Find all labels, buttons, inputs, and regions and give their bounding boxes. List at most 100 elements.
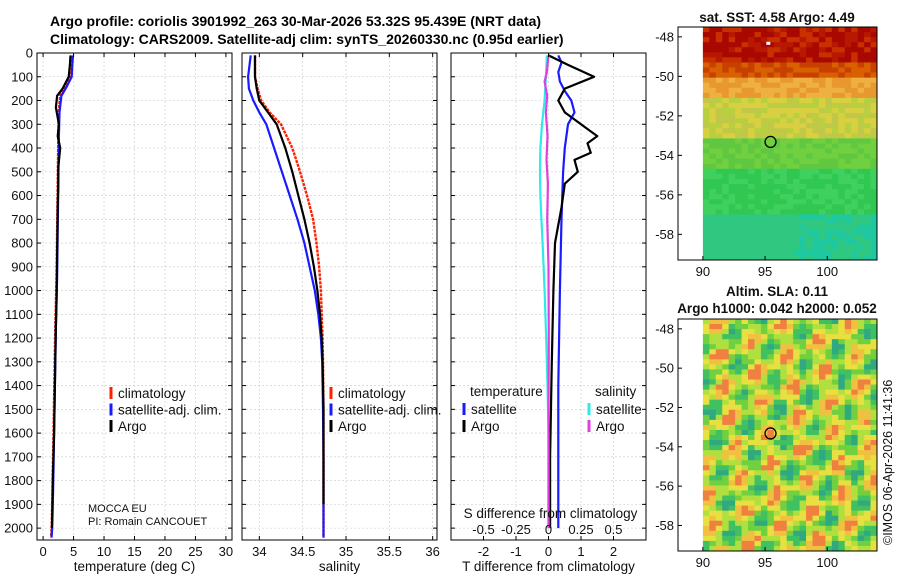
sla-cell [715, 339, 723, 345]
sst-cell [857, 158, 865, 165]
sla-cell [838, 389, 846, 396]
sst-cell [864, 97, 871, 104]
sla-cell [818, 485, 826, 491]
sst-cell [799, 92, 807, 99]
sla-cell [870, 515, 878, 522]
sla-cell [844, 344, 852, 350]
sst-cell [806, 204, 813, 210]
sla-cell [780, 319, 788, 325]
sst-cell [767, 143, 775, 149]
sst-cell [851, 82, 859, 89]
sst-cell [702, 128, 710, 134]
sst-cell [735, 234, 742, 241]
sla-cell [806, 334, 813, 340]
sla-cell [857, 520, 865, 527]
sla-cell [735, 354, 742, 360]
sla-cell [851, 525, 859, 532]
sla-cell [741, 404, 749, 411]
sst-cell [709, 32, 717, 38]
sst-cell [773, 57, 781, 63]
sla-cell [799, 409, 807, 416]
sla-cell [754, 480, 762, 486]
sst-cell [864, 32, 871, 38]
sst-cell [760, 199, 768, 205]
sst-cell [799, 87, 807, 94]
sla-cell [831, 540, 839, 547]
sla-cell [773, 435, 781, 441]
sla-cell [799, 319, 807, 325]
sla-cell [715, 470, 723, 476]
sla-cell [825, 364, 833, 370]
sst-cell [793, 27, 801, 33]
sla-cell [844, 384, 852, 391]
sst-cell [864, 184, 871, 190]
sla-cell [767, 525, 775, 532]
sst-cell [754, 52, 762, 58]
sla-cell [825, 419, 833, 426]
map-y-tick-label: -52 [655, 400, 674, 415]
sst-cell [806, 148, 813, 155]
sla-cell [818, 530, 826, 537]
sla-cell [728, 324, 736, 330]
sst-cell [806, 57, 813, 63]
sla-cell [760, 510, 768, 517]
sla-cell [767, 329, 775, 335]
sla-cell [793, 404, 801, 411]
sst-cell [838, 254, 846, 261]
sst-cell [857, 32, 865, 38]
sla-cell [818, 364, 826, 370]
sla-cell [735, 470, 742, 476]
sla-cell [851, 359, 859, 365]
sst-cell [702, 153, 710, 160]
sla-cell [773, 409, 781, 416]
sla-cell [857, 409, 865, 416]
sla-cell [812, 540, 820, 547]
sla-cell [806, 520, 813, 527]
sst-cell [702, 204, 710, 210]
sla-cell [773, 475, 781, 481]
sst-cell [838, 194, 846, 200]
sst-cell [760, 102, 768, 109]
x-tick-label: 1 [577, 544, 584, 559]
sla-cell [735, 319, 742, 325]
sst-cell [760, 82, 768, 89]
sla-cell [748, 440, 755, 446]
sst-cell [812, 184, 820, 190]
sla-cell [806, 369, 813, 375]
sla-cell [741, 490, 749, 496]
sla-cell [844, 409, 852, 416]
sla-cell [844, 460, 852, 466]
sst-cell [864, 234, 871, 241]
sst-cell [818, 118, 826, 124]
sst-cell [715, 72, 723, 79]
sla-cell [793, 505, 801, 512]
sla-cell [702, 399, 710, 406]
sst-cell [806, 178, 813, 185]
sst-cell [812, 168, 820, 175]
sla-cell [715, 424, 723, 431]
sst-cell [702, 158, 710, 165]
sla-cell [864, 480, 871, 486]
sla-cell [748, 424, 755, 431]
sst-cell [767, 138, 775, 144]
sst-cell [831, 158, 839, 165]
sst-cell [870, 92, 878, 99]
sla-cell [812, 424, 820, 431]
sst-cell [870, 209, 878, 215]
sst-cell [728, 77, 736, 84]
sst-cell [702, 87, 710, 94]
sla-cell [812, 470, 820, 476]
sst-cell [838, 199, 846, 205]
sla-cell [715, 520, 723, 527]
sst-cell [748, 37, 755, 43]
sla-cell [799, 424, 807, 431]
sla-cell [735, 414, 742, 421]
sla-cell [838, 424, 846, 431]
sla-cell [709, 455, 717, 461]
sla-cell [831, 404, 839, 411]
sla-cell [806, 525, 813, 532]
sst-cell [825, 97, 833, 104]
sst-cell [760, 249, 768, 256]
sla-cell [754, 409, 762, 416]
sst-cell [806, 62, 813, 68]
